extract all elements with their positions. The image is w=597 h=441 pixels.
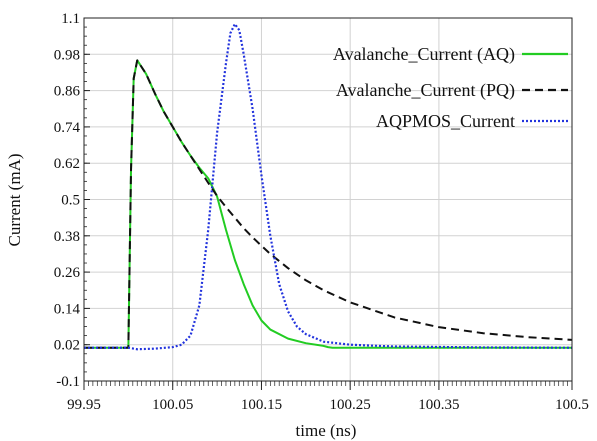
y-tick-label: 0.38 (54, 229, 80, 245)
y-tick-label: 0.26 (54, 265, 81, 281)
legend: Avalanche_Current (AQ) Avalanche_Current … (333, 44, 568, 131)
legend-label-2: Avalanche_Current (PQ) (336, 80, 515, 101)
legend-label-3: AQPMOS_Current (376, 111, 515, 131)
y-tick-label: 0.5 (61, 193, 80, 209)
x-tick-label: 99.95 (67, 397, 101, 413)
x-tick-label: 100.15 (241, 397, 282, 413)
series-line-3 (84, 22, 573, 351)
y-tick-labels: -0.1 0.02 0.14 0.26 0.38 0.5 0.62 0.74 0.86 0.98 1… (54, 11, 81, 390)
x-tick-labels: 99.95 100.05 100.15 100.25 100.35 100.5 (67, 397, 589, 413)
y-tick-label: 0.14 (54, 301, 81, 317)
y-tick-label: 0.02 (54, 338, 80, 354)
y-tick-label: 0.62 (54, 156, 80, 172)
y-tick-label: 0.98 (54, 47, 80, 63)
axis-ticks (83, 17, 573, 390)
plot-lines (84, 22, 573, 351)
y-tick-label: 1.1 (61, 11, 80, 27)
series-line-2 (84, 59, 573, 349)
y-tick-label: 0.86 (54, 84, 81, 100)
y-axis-label: Current (mA) (5, 153, 24, 246)
x-tick-label: 100.05 (152, 397, 193, 413)
x-tick-label: 100.25 (330, 397, 371, 413)
x-tick-label: 100.35 (418, 397, 459, 413)
legend-label-1: Avalanche_Current (AQ) (333, 44, 515, 65)
x-axis-label: time (ns) (296, 421, 357, 440)
x-tick-label: 100.5 (555, 397, 589, 413)
y-tick-label: -0.1 (56, 374, 80, 390)
y-tick-label: 0.74 (54, 120, 81, 136)
